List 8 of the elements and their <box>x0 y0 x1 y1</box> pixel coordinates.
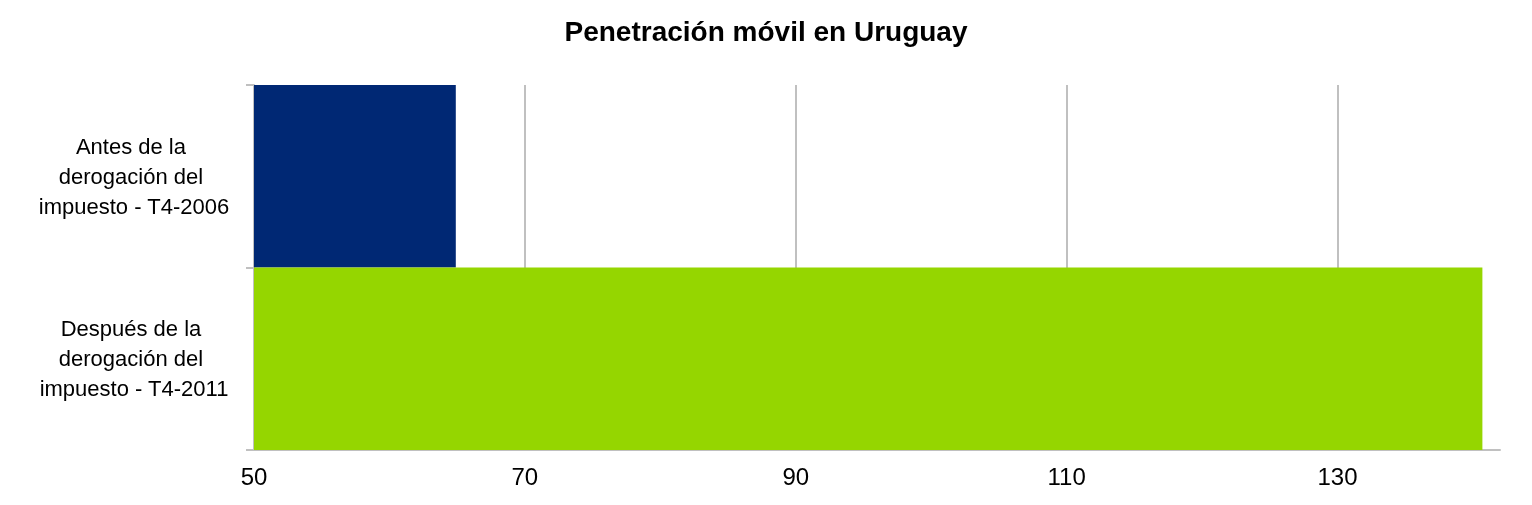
chart-title: Penetración móvil en Uruguay <box>564 15 968 47</box>
x-tick-label: 130 <box>1317 462 1358 490</box>
y-tick-label: Antes de la derogación del impuesto - T4-2006 <box>38 133 230 219</box>
x-tick-label: 50 <box>240 462 268 490</box>
x-tick-label: 90 <box>782 462 810 490</box>
x-tick-label: 110 <box>1047 462 1086 490</box>
x-tick-label: 70 <box>511 462 539 490</box>
y-tick-label: Después de la derogación del impuesto - T4-2011 <box>39 316 229 402</box>
